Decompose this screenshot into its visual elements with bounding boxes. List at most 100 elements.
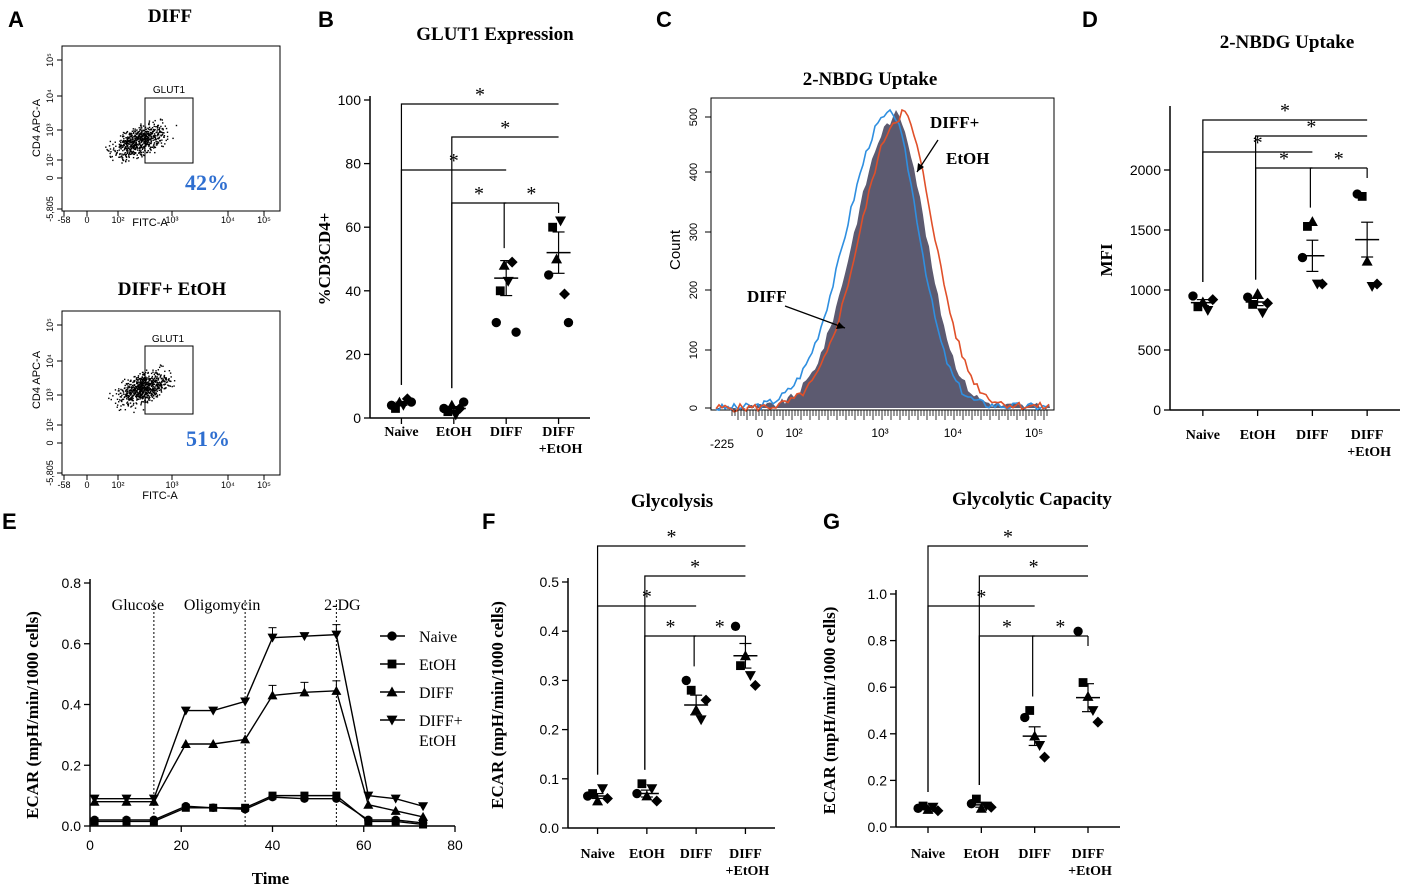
- flow-event-dot: [135, 142, 137, 144]
- significance-bracket: [927, 545, 1088, 793]
- flow-event-dot: [166, 381, 169, 383]
- flow-event-dot: [120, 145, 122, 148]
- significance-star: *: [1306, 116, 1316, 138]
- flow-event-dot: [157, 369, 160, 371]
- flow-event-dot: [123, 145, 125, 147]
- flow-event-dot: [139, 378, 142, 380]
- flow-event-dot: [146, 400, 149, 403]
- flow-x-tick-label: 0: [84, 480, 89, 490]
- series-point: [331, 630, 342, 640]
- flow-event-dot: [144, 141, 146, 144]
- series-line: [94, 633, 424, 807]
- flow-event-dot: [136, 399, 138, 401]
- flow-event-dot: [130, 396, 133, 399]
- flow-event-dot: [153, 142, 156, 144]
- flow-event-dot: [163, 374, 166, 377]
- flow-event-dot: [141, 377, 144, 379]
- flow-event-dot: [138, 151, 141, 153]
- flow-event-dot: [131, 405, 133, 407]
- flow-event-dot: [151, 384, 154, 386]
- panel-letter-b: B: [318, 7, 334, 32]
- flow-event-dot: [123, 140, 125, 143]
- flow-event-dot: [127, 379, 129, 381]
- flow-event-dot: [141, 146, 143, 149]
- flow-event-dot: [114, 389, 117, 391]
- significance-bracket: [451, 202, 507, 389]
- flow-event-dot: [110, 156, 112, 158]
- flow-event-dot: [121, 153, 123, 155]
- flow-event-dot: [139, 390, 142, 392]
- flow-event-dot: [159, 382, 162, 384]
- flow-event-dot: [125, 160, 127, 162]
- flow-event-dot: [130, 144, 133, 147]
- flow-event-dot: [143, 381, 146, 384]
- histogram-diff-arrowhead: [836, 322, 845, 329]
- flow-event-dot: [147, 397, 149, 399]
- series-point: [299, 632, 310, 642]
- flow-event-dot: [140, 127, 142, 129]
- flow-event-dot: [143, 376, 146, 379]
- flow-event-dot: [162, 122, 164, 124]
- flow-event-dot: [131, 395, 133, 398]
- flow-event-dot: [138, 139, 141, 141]
- flow-event-dot: [145, 369, 148, 371]
- y-tick-label: 0.6: [62, 636, 82, 652]
- flow-event-dot: [157, 382, 159, 384]
- significance-star: *: [1003, 526, 1013, 548]
- flow-event-dot: [138, 384, 140, 386]
- injection-label: Oligomycin: [184, 597, 260, 614]
- flow-event-dot: [154, 388, 157, 390]
- flow-event-dot: [139, 385, 141, 387]
- flow-event-dot: [123, 149, 126, 151]
- flow-event-dot: [154, 151, 156, 154]
- flow-event-dot: [122, 131, 125, 134]
- flow-event-dot: [123, 378, 126, 381]
- injection-label: 2-DG: [324, 597, 361, 614]
- flow-event-dot: [167, 384, 169, 386]
- flow-event-dot: [121, 399, 123, 401]
- flow-event-dot: [140, 402, 142, 404]
- flow-event-dot: [136, 149, 139, 151]
- flow-event-dot: [128, 395, 130, 397]
- flow-event-dot: [129, 391, 132, 394]
- flow-event-dot: [130, 146, 132, 149]
- flow-event-dot: [124, 142, 127, 145]
- series-point: [148, 794, 159, 804]
- flow-event-dot: [139, 382, 142, 384]
- flow-event-dot: [156, 385, 159, 387]
- flow-event-dot: [155, 138, 157, 141]
- flow-event-dot: [130, 133, 133, 135]
- flow-event-dot: [168, 379, 170, 382]
- flow-event-dot: [122, 403, 124, 406]
- flow-event-dot: [130, 398, 132, 401]
- flow-event-dot: [149, 142, 152, 144]
- flow-event-dot: [153, 373, 156, 376]
- flow-event-dot: [146, 386, 148, 388]
- flow-event-dot: [164, 125, 167, 127]
- flow-event-dot: [133, 389, 136, 391]
- flow-event-dot: [143, 379, 145, 382]
- flow-event-dot: [151, 127, 154, 129]
- series-point: [121, 794, 132, 804]
- flow-event-dot: [153, 383, 156, 385]
- flow-event-dot: [142, 374, 144, 376]
- flow-top-frame: [61, 45, 281, 212]
- flow-event-dot: [110, 398, 112, 401]
- flow-event-dot: [141, 381, 144, 383]
- flow-event-dot: [173, 385, 175, 387]
- panel-a: DIFF GLUT1 42% CD4 APC-A FITC-A -58 0 10² 1…: [31, 6, 281, 502]
- flow-event-dot: [147, 387, 149, 390]
- flow-event-dot: [165, 379, 168, 381]
- flow-event-dot: [143, 374, 146, 376]
- flow-event-dot: [137, 138, 140, 140]
- flow-event-dot: [122, 380, 124, 382]
- flow-event-dot: [152, 387, 154, 389]
- flow-event-dot: [168, 370, 171, 372]
- flow-y-tick-label: 10³: [45, 388, 55, 401]
- series-point: [181, 803, 190, 812]
- chart-d-2nbdg: 2-NBDG Uptake 0 500 1000 1500 2000 MFI Naive EtO…: [1097, 32, 1400, 460]
- flow-event-dot: [157, 387, 160, 390]
- flow-top-dots: [105, 118, 178, 164]
- flow-event-dot: [148, 397, 150, 400]
- flow-event-dot: [127, 405, 130, 407]
